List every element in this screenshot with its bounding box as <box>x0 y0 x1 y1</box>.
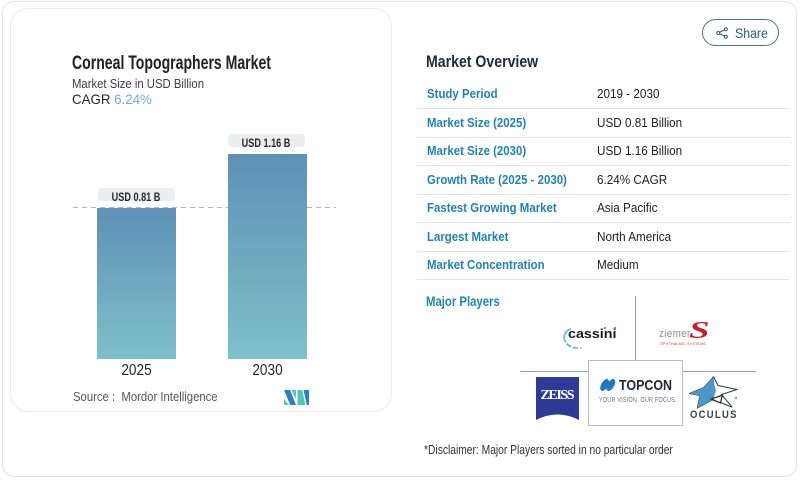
svg-text:ZEISS: ZEISS <box>541 388 575 403</box>
